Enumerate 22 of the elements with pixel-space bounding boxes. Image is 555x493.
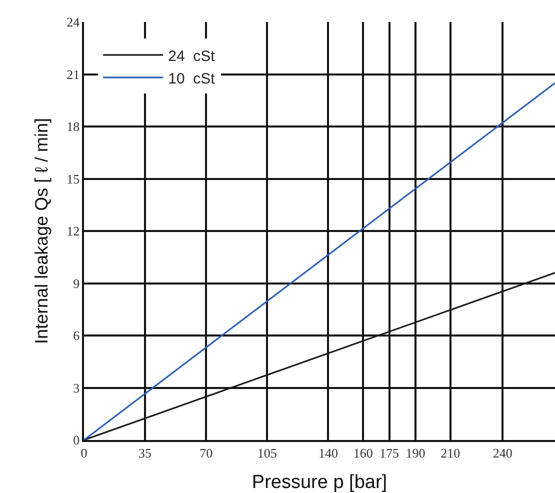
y-tick-label: 3 <box>73 380 80 396</box>
x-tick-label: 35 <box>138 445 152 460</box>
y-tick-label: 9 <box>73 276 80 291</box>
y-tick-label: 18 <box>66 119 80 134</box>
x-axis-title: Pressure p [bar] <box>252 472 388 493</box>
y-tick-label: 24 <box>66 14 80 30</box>
y-tick-label: 21 <box>66 66 80 82</box>
x-tick-label: 175 <box>380 445 400 460</box>
y-tick-label: 12 <box>66 224 80 239</box>
legend-label: 10 cSt <box>168 70 216 88</box>
x-tick-label: 190 <box>406 445 426 460</box>
x-tick-label: 240 <box>492 445 512 460</box>
x-tick-label: 160 <box>353 445 373 460</box>
x-tick-label: 70 <box>200 445 213 460</box>
x-tick-label: 210 <box>440 445 460 460</box>
x-tick-label: 140 <box>318 445 338 460</box>
y-axis-title: Internal leakage Qs [ ℓ / min] <box>31 118 52 344</box>
x-tick-label: 105 <box>257 445 277 460</box>
y-tick-label: 15 <box>66 171 80 186</box>
legend-label: 24 cSt <box>168 48 216 65</box>
y-tick-label: 6 <box>73 328 80 344</box>
y-tick-label: 0 <box>73 432 80 448</box>
